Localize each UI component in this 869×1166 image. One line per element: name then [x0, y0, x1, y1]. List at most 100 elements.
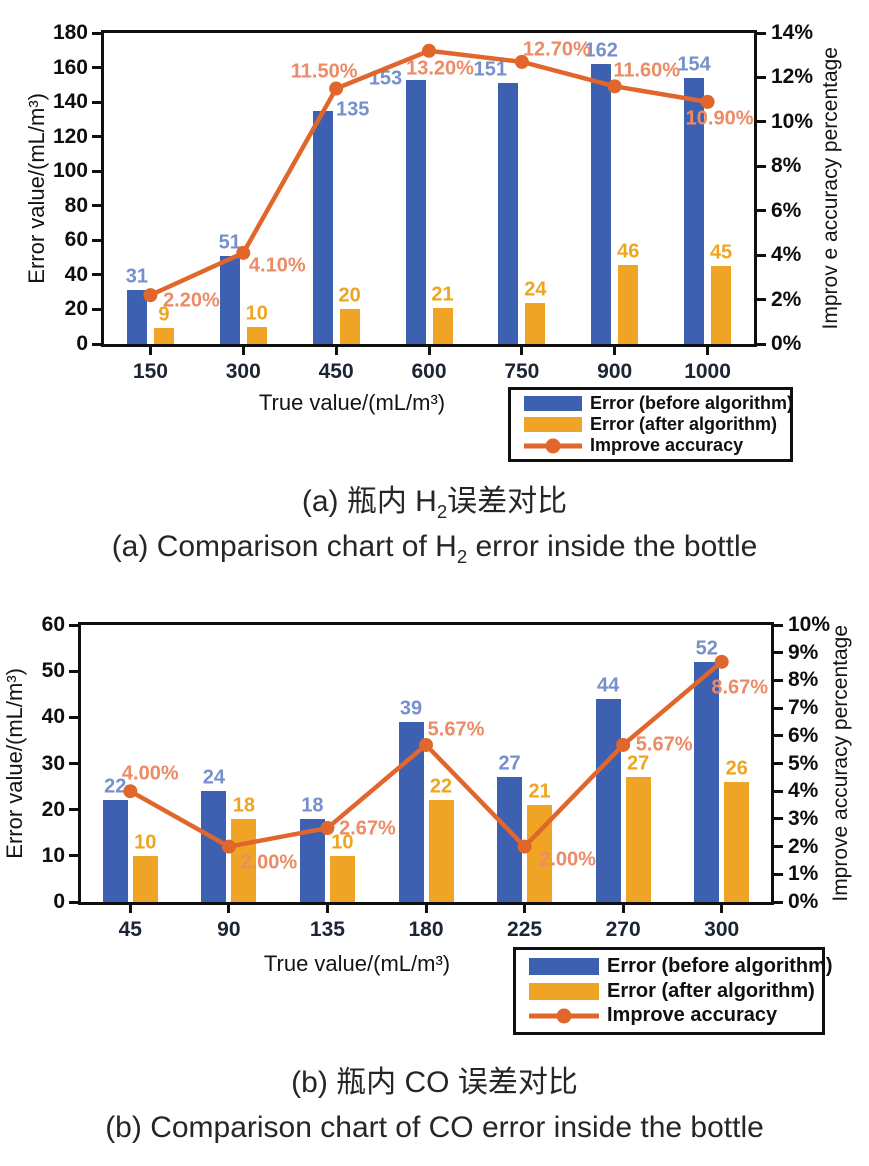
y2-axis-tick-label: 4%: [771, 243, 802, 267]
x-axis-tick: [621, 905, 625, 913]
line-point-marker: [320, 821, 335, 836]
line-point-label: 11.60%: [613, 59, 681, 82]
x-axis-tick: [427, 347, 431, 355]
bar-value-label: 18: [232, 794, 255, 817]
y2-axis-tick-label: 6%: [788, 723, 819, 747]
line-point-marker: [123, 784, 138, 799]
bar-value-label: 10: [331, 831, 354, 854]
x-axis-tick: [128, 905, 132, 913]
plot-area: [101, 30, 757, 347]
y-axis-tick: [69, 669, 78, 673]
x-axis-tick: [325, 905, 329, 913]
x-axis-tick: [227, 905, 231, 913]
y-axis-tick: [92, 204, 101, 208]
y2-axis-tick-label: 2%: [788, 834, 819, 858]
y2-axis-tick-label: 5%: [788, 751, 819, 775]
caption-chinese: (b) 瓶内 CO 误差对比: [0, 1057, 869, 1101]
bar-value-label: 31: [125, 265, 149, 288]
y2-axis-title: Improv e accuracy percentage: [814, 30, 848, 347]
x-axis-tick-label: 225: [507, 918, 543, 941]
y-axis-tick-label: 100: [52, 159, 88, 183]
y-axis-tick-label: 140: [52, 90, 88, 114]
x-axis-tick-label: 750: [504, 360, 540, 383]
y-axis-tick: [92, 169, 101, 173]
y2-axis-tick-label: 4%: [788, 779, 819, 803]
y2-axis-tick-label: 12%: [771, 65, 814, 89]
line-point-label: 4.00%: [121, 762, 179, 785]
y-axis-tick: [92, 273, 101, 277]
y2-axis-title-text: Improve accuracy percentage: [829, 625, 852, 902]
chart-a-section: 0 20 40 60 80 100 120 140 160 180 0% 2% 4% 6% 8% 10% 12%…: [20, 21, 848, 567]
y-axis-tick-label: 20: [41, 797, 65, 821]
bar-value-label: 151: [473, 58, 508, 81]
caption-segment: 2: [436, 501, 448, 522]
line-point-marker: [329, 81, 344, 96]
x-axis-tick-label: 45: [118, 918, 142, 941]
bar-error-after: [724, 781, 750, 902]
caption-segment: (a) Comparison chart of H: [111, 530, 457, 563]
y-axis-tick: [92, 100, 101, 104]
legend-item: Error (after algorithm): [529, 979, 822, 1004]
bar-error-after: [329, 855, 355, 902]
y2-axis-tick: [774, 706, 783, 710]
y2-axis-tick: [774, 872, 783, 876]
caption-english: (b) Comparison chart of CO error inside …: [0, 1111, 869, 1145]
bar-value-label: 22: [429, 775, 453, 798]
bar-error-before: [684, 77, 705, 344]
y2-axis-tick: [774, 817, 783, 821]
bar-error-after: [625, 777, 651, 902]
line-point-label: 4.10%: [248, 254, 306, 277]
legend: Error (before algorithm) Error (after alg…: [513, 947, 833, 1035]
bar-error-after: [246, 326, 267, 344]
y2-axis-tick-label: 0%: [771, 332, 802, 355]
legend-item-label: Improve accuracy: [607, 1004, 778, 1027]
line-point-marker: [607, 79, 622, 94]
legend-line-marker: [524, 438, 582, 453]
y2-axis-tick-label: 1%: [788, 862, 819, 886]
y2-axis-tick: [757, 164, 766, 168]
line-point-marker: [517, 839, 532, 854]
line-point-marker: [514, 54, 529, 69]
y2-axis-tick: [774, 762, 783, 765]
legend-item: Error (before algorithm): [524, 393, 793, 414]
y2-axis-tick-label: 0%: [788, 890, 819, 913]
bar-value-label: 24: [202, 766, 225, 789]
y-axis-title-text: Error value/(mL/m³): [2, 668, 27, 859]
y2-axis-tick: [774, 623, 783, 627]
y-axis-title: Error value/(mL/m³): [0, 622, 30, 905]
y2-axis-tick-label: 3%: [788, 806, 819, 830]
line-point-marker: [700, 94, 715, 109]
x-axis-tick: [148, 347, 152, 355]
y2-axis-tick: [774, 678, 783, 682]
bar-value-label: 27: [627, 752, 650, 775]
y2-axis-tick-label: 2%: [771, 287, 802, 311]
y2-axis-tick-label: 10%: [788, 613, 831, 636]
line-point-label: 2.00%: [539, 848, 596, 871]
x-axis-tick-label: 300: [704, 918, 740, 941]
x-axis-tick-label: 900: [597, 360, 633, 383]
y2-axis-tick-label: 6%: [771, 198, 802, 222]
x-axis-tick-label: 450: [318, 360, 354, 383]
y2-axis-tick: [757, 298, 766, 302]
y-axis-tick: [69, 900, 78, 904]
legend: Error (before algorithm) Error (after alg…: [508, 387, 793, 462]
y-axis-tick: [69, 854, 78, 858]
x-axis-tick-label: 90: [217, 918, 241, 941]
x-axis-tick-label: 300: [225, 360, 261, 383]
caption-segment: error inside the bottle: [467, 530, 758, 563]
y-axis-title: Error value/(mL/m³): [20, 30, 54, 347]
bar-error-before: [694, 661, 720, 902]
y-axis-tick: [92, 31, 101, 35]
line-point-label: 12.70%: [522, 38, 591, 61]
caption-segment: (b) 瓶内 CO 误差对比: [291, 1066, 578, 1099]
bar-value-label: 51: [218, 231, 241, 254]
y-axis-tick-label: 80: [64, 193, 88, 217]
bar-error-after: [618, 264, 639, 344]
bar-value-label: 52: [695, 637, 718, 660]
y-axis-tick-label: 30: [41, 751, 65, 775]
bar-value-label: 44: [597, 674, 620, 697]
bar-error-after: [432, 307, 453, 344]
x-axis-tick-label: 150: [132, 360, 168, 383]
legend-swatch-after: [524, 417, 582, 432]
